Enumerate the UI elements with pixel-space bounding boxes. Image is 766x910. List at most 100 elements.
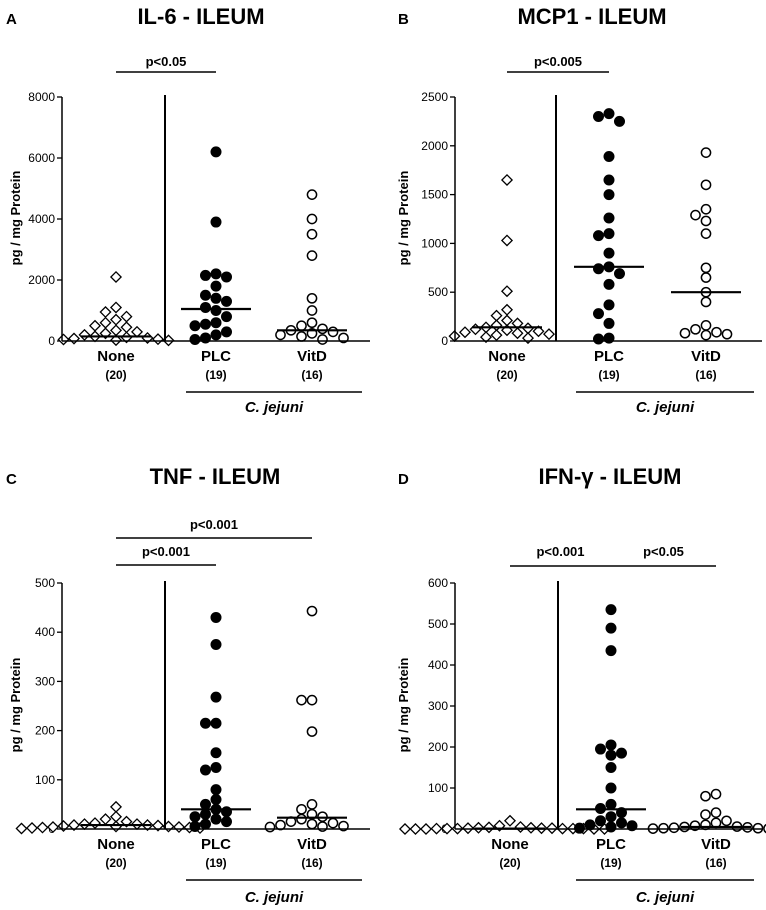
significance-label: p<0.05 xyxy=(643,544,684,559)
data-point-none xyxy=(67,819,81,832)
data-point-none xyxy=(88,319,102,332)
significance-label: p<0.005 xyxy=(534,54,582,69)
data-point-plc xyxy=(210,329,222,341)
category-labels: None (20) PLC (19) VitD (16) xyxy=(488,348,721,382)
data-point-none xyxy=(458,326,472,339)
data-point-plc xyxy=(584,819,596,831)
data-point-vitd xyxy=(700,203,712,215)
data-point-vitd xyxy=(690,323,701,335)
data-point-plc xyxy=(605,798,617,810)
data-point-plc xyxy=(603,108,615,120)
y-tick-label: 300 xyxy=(428,699,448,713)
data-point-plc xyxy=(616,817,627,829)
y-tick-label: 0 xyxy=(441,334,448,348)
y-tick-label: 2500 xyxy=(421,90,448,104)
data-point-vitd xyxy=(700,320,712,331)
data-point-plc xyxy=(210,691,222,703)
category-label: PLC xyxy=(201,348,231,365)
significance-label: p<0.001 xyxy=(142,544,190,559)
data-point-vitd xyxy=(317,334,328,345)
data-point-plc xyxy=(605,739,617,751)
data-point-none xyxy=(398,822,412,836)
y-tick-label: 500 xyxy=(35,576,55,590)
sample-count: (19) xyxy=(600,856,621,870)
sample-count: (16) xyxy=(301,856,322,870)
sample-count: (20) xyxy=(496,368,517,382)
data-point-vitd xyxy=(306,213,318,225)
data-point-plc xyxy=(605,604,617,616)
data-point-vitd xyxy=(306,694,318,706)
sample-count: (20) xyxy=(499,856,520,870)
data-point-plc xyxy=(210,793,222,805)
data-point-vitd xyxy=(700,296,712,308)
data-point-plc xyxy=(605,821,617,833)
data-point-none xyxy=(479,331,493,344)
data-point-plc xyxy=(210,717,222,729)
data-point-none xyxy=(511,327,524,340)
panel-c: C TNF - ILEUM pg / mg Protein 0100200300… xyxy=(6,464,370,906)
data-point-plc xyxy=(603,174,615,186)
panel-letter: A xyxy=(6,11,17,28)
data-point-plc xyxy=(210,611,222,623)
data-point-plc xyxy=(603,317,615,329)
data-point-plc xyxy=(593,333,604,345)
data-point-plc xyxy=(593,230,604,242)
data-point-plc xyxy=(603,189,615,201)
data-point-plc xyxy=(221,271,232,283)
data-point-plc xyxy=(210,216,222,228)
median-lines xyxy=(81,307,347,338)
data-point-plc xyxy=(603,151,615,163)
data-point-plc xyxy=(200,269,211,281)
data-points xyxy=(57,146,349,347)
chart-title: IFN-γ - ILEUM xyxy=(539,464,682,489)
data-point-vitd xyxy=(306,317,318,329)
data-point-plc xyxy=(605,811,617,823)
data-point-none xyxy=(490,309,503,322)
data-point-none xyxy=(88,817,102,830)
data-point-none xyxy=(500,285,514,298)
data-point-plc xyxy=(200,764,211,776)
data-point-plc xyxy=(614,268,625,280)
data-point-none xyxy=(15,822,28,835)
data-point-none xyxy=(109,334,123,347)
y-tick-label: 8000 xyxy=(28,90,55,104)
y-tick-label: 6000 xyxy=(28,151,55,165)
data-point-vitd xyxy=(710,788,722,800)
y-tick-label: 2000 xyxy=(421,139,448,153)
data-point-none xyxy=(461,822,475,835)
data-point-vitd xyxy=(668,822,680,834)
data-point-plc xyxy=(210,639,222,650)
y-tick-label: 2000 xyxy=(28,273,55,287)
group-label: C. jejuni xyxy=(636,399,695,416)
data-point-plc xyxy=(210,317,222,329)
data-point-vitd xyxy=(306,818,318,830)
data-point-none xyxy=(409,822,422,836)
data-point-none xyxy=(120,321,133,334)
data-point-none xyxy=(46,821,60,834)
data-point-vitd xyxy=(306,305,318,316)
data-point-none xyxy=(151,333,165,346)
data-point-plc xyxy=(603,299,615,311)
data-point-none xyxy=(151,819,165,832)
data-point-none xyxy=(78,328,91,341)
data-point-plc xyxy=(200,301,211,313)
data-point-none xyxy=(482,821,496,834)
category-label: PLC xyxy=(596,836,626,853)
data-point-none xyxy=(109,301,123,314)
data-point-vitd xyxy=(711,326,722,338)
y-tick-label: 1500 xyxy=(421,188,448,202)
data-point-none xyxy=(500,234,514,247)
category-label: None xyxy=(491,836,529,853)
data-point-plc xyxy=(210,747,222,759)
data-point-plc xyxy=(200,289,211,301)
data-point-plc xyxy=(189,821,201,833)
data-point-vitd xyxy=(690,209,701,221)
data-point-plc xyxy=(595,815,606,827)
data-point-none xyxy=(532,325,545,338)
data-point-plc xyxy=(614,115,625,127)
y-tick-label: 400 xyxy=(428,658,448,672)
data-point-none xyxy=(99,316,112,329)
data-point-vitd xyxy=(700,228,712,239)
category-label: VitD xyxy=(701,836,731,853)
